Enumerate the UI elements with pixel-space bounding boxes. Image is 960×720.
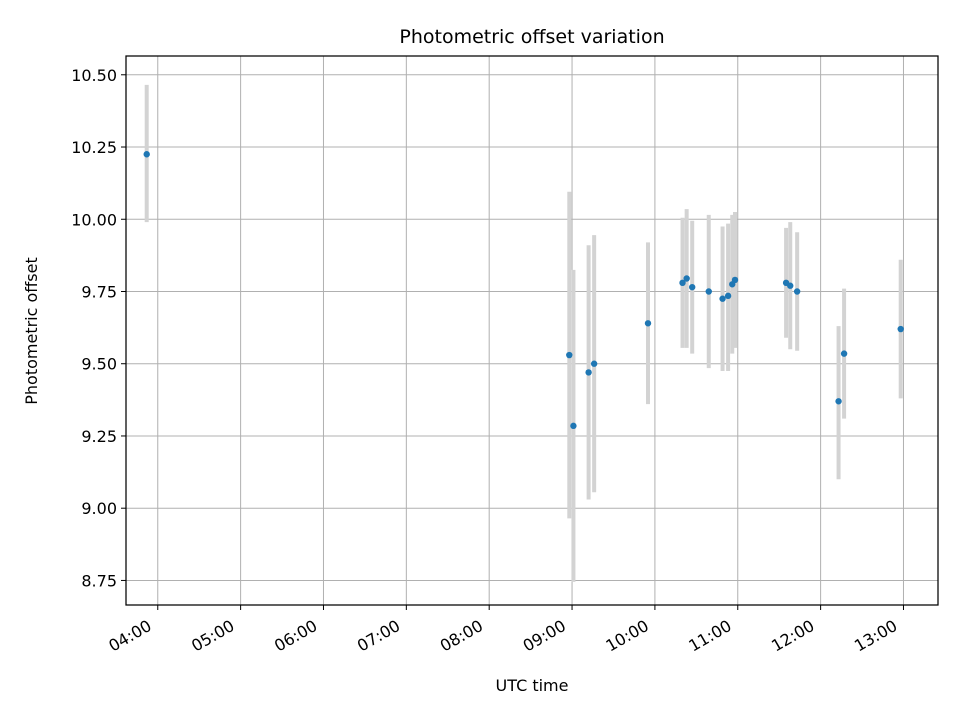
data-point: [731, 276, 739, 284]
data-point: [570, 422, 577, 430]
data-point: [644, 320, 652, 327]
data-point: [143, 151, 150, 158]
data-point: [897, 325, 904, 333]
data-point: [585, 369, 592, 376]
y-tick-label: 9.00: [81, 499, 117, 518]
data-point: [724, 292, 732, 300]
y-axis-ticks: 8.75 9.00 9.25 9.50 9.75 10.00 10.25 10.50: [71, 66, 126, 590]
data-point: [683, 275, 690, 282]
chart-title: Photometric offset variation: [399, 26, 664, 48]
y-tick-label: 9.50: [81, 355, 117, 374]
data-point: [835, 398, 842, 405]
data-point: [793, 288, 801, 295]
data-point: [590, 360, 598, 367]
plot-frame: [125, 55, 939, 606]
data-point: [840, 350, 848, 357]
data-point: [719, 295, 726, 302]
data-point: [688, 283, 696, 291]
data-point: [679, 279, 686, 287]
y-axis-title: Photometric offset: [22, 257, 41, 405]
y-tick-label: 10.50: [71, 66, 117, 85]
y-tick-label: 10.00: [71, 210, 117, 229]
y-tick-label: 9.75: [81, 282, 117, 301]
data-point: [566, 351, 573, 359]
grid: [126, 56, 938, 605]
data-points: [143, 151, 904, 430]
y-tick-label: 8.75: [81, 571, 117, 590]
y-tick-label: 9.25: [81, 427, 117, 446]
data-point: [705, 288, 712, 295]
data-point: [787, 282, 794, 289]
y-tick-label: 10.25: [71, 138, 117, 157]
x-axis-title: UTC time: [496, 676, 569, 695]
